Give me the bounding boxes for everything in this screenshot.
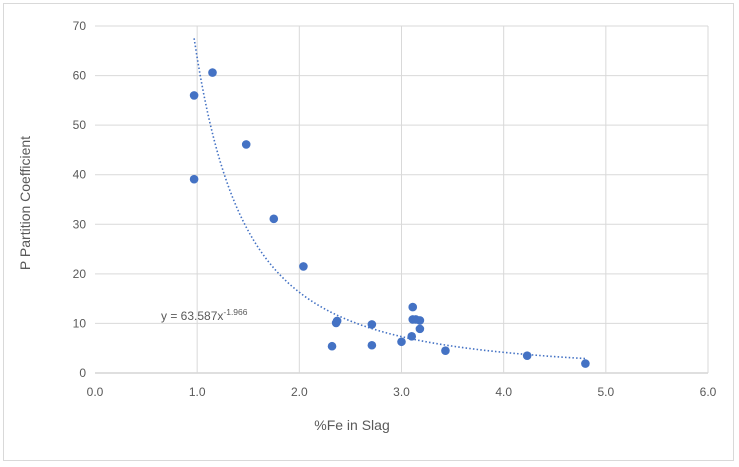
- y-tick-label: 0: [79, 366, 86, 380]
- equation-exponent: -1.966: [223, 307, 247, 317]
- y-axis-tick-labels: 0 10 20 30 40 50 60 70: [73, 19, 87, 380]
- x-axis-tick-labels: 0.0 1.0 2.0 3.0 4.0 5.0 6.0: [87, 385, 717, 399]
- x-tick-label: 5.0: [597, 385, 614, 399]
- y-tick-label: 40: [73, 168, 87, 182]
- y-tick-label: 60: [73, 69, 87, 83]
- equation-base: y = 63.587x: [161, 309, 223, 323]
- data-point: [189, 91, 199, 100]
- data-point: [408, 302, 418, 312]
- trendline: [193, 38, 586, 360]
- data-point: [581, 359, 590, 368]
- x-axis-title: %Fe in Slag: [314, 417, 389, 433]
- data-point: [522, 351, 532, 360]
- data-point: [397, 337, 406, 347]
- data-points: [189, 68, 590, 368]
- data-point: [367, 340, 377, 350]
- y-tick-label: 20: [73, 267, 87, 281]
- data-point: [208, 68, 217, 77]
- data-point: [415, 324, 425, 334]
- data-point: [441, 346, 450, 355]
- x-tick-label: 0.0: [87, 385, 104, 399]
- x-tick-label: 1.0: [189, 385, 206, 399]
- data-point: [241, 140, 251, 149]
- data-point: [189, 174, 199, 184]
- y-tick-label: 10: [73, 316, 87, 330]
- chart-frame: 0 10 20 30 40 50 60 70 0.0 1.0 2.0 3.0 4.0 5.0 6.0 y …: [3, 3, 734, 461]
- x-tick-label: 4.0: [495, 385, 512, 399]
- y-tick-label: 70: [73, 19, 87, 33]
- data-point: [367, 320, 377, 329]
- data-point: [332, 316, 342, 326]
- trendline-equation: y = 63.587x-1.966: [161, 307, 248, 323]
- data-point: [269, 214, 279, 224]
- x-tick-label: 6.0: [700, 385, 717, 399]
- gridlines: [95, 25, 709, 374]
- data-point: [407, 332, 417, 341]
- data-point: [299, 262, 308, 271]
- data-point: [327, 341, 337, 351]
- scatter-chart: 0 10 20 30 40 50 60 70 0.0 1.0 2.0 3.0 4.0 5.0 6.0 y …: [17, 19, 717, 433]
- y-axis-title: P Partition Coefficient: [17, 136, 33, 270]
- data-point: [415, 316, 425, 325]
- x-tick-label: 3.0: [393, 385, 410, 399]
- y-tick-label: 50: [73, 118, 87, 132]
- x-tick-label: 2.0: [291, 385, 308, 399]
- y-tick-label: 30: [73, 217, 87, 231]
